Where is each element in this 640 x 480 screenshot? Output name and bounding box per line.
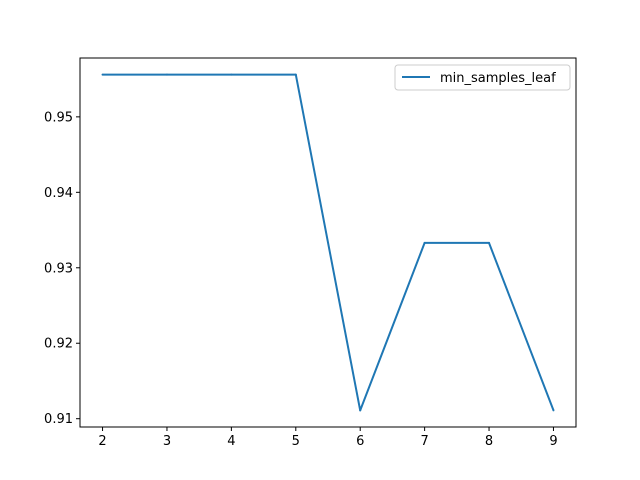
- y-tick-label: 0.94: [44, 186, 73, 201]
- legend-box: [394, 64, 571, 91]
- data-point: [165, 73, 168, 76]
- data-point: [294, 73, 297, 76]
- y-axis-ticks: 0.91 0.92 0.93 0.94 0.95: [44, 110, 80, 427]
- y-tick-label: 0.92: [44, 337, 73, 352]
- x-tick-label: 9: [549, 434, 557, 449]
- x-tick-label: 5: [292, 434, 300, 449]
- data-point: [488, 241, 491, 244]
- x-axis-ticks: 2 3 4 5 6 7 8 9: [98, 427, 558, 449]
- x-tick-label: 4: [227, 434, 235, 449]
- x-tick-label: 6: [356, 434, 364, 449]
- series-line: [102, 73, 555, 412]
- y-tick-label: 0.91: [44, 412, 73, 427]
- data-point: [230, 73, 233, 76]
- data-point: [552, 409, 555, 412]
- legend-label: min_samples_leaf: [440, 71, 556, 86]
- x-tick-label: 7: [420, 434, 428, 449]
- x-tick-label: 3: [163, 434, 171, 449]
- data-point: [359, 409, 362, 412]
- series-layer: [101, 73, 555, 412]
- plot-frame: [79, 57, 577, 428]
- data-point: [101, 73, 104, 76]
- y-tick-label: 0.95: [44, 110, 73, 125]
- legend: min_samples_leaf: [394, 64, 571, 91]
- data-point: [423, 241, 426, 244]
- x-tick-label: 8: [485, 434, 493, 449]
- x-tick-label: 2: [98, 434, 106, 449]
- y-tick-label: 0.93: [44, 261, 73, 276]
